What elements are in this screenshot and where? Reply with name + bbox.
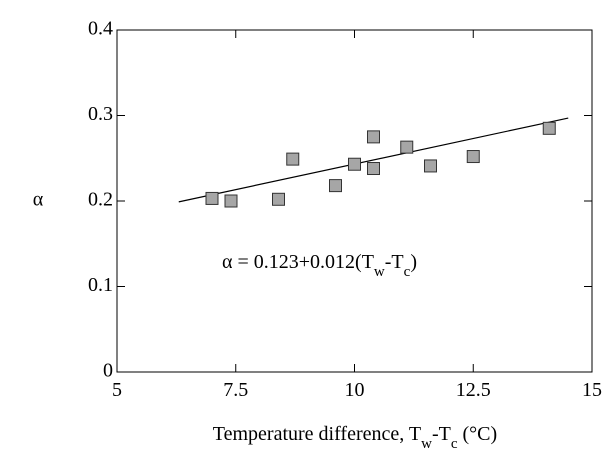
point [466,150,480,164]
label-part: c [404,264,411,280]
label-part: -T [432,423,451,445]
x-axis-label: Temperature difference, Tw-Tc (°C) [213,423,497,452]
point [272,192,285,206]
point [348,157,361,171]
label-part: ) [410,251,417,273]
x-tick-label: 15 [582,379,602,401]
x-tick-label: 7.5 [223,379,248,401]
fit-line [178,117,569,203]
label-part: Temperature difference, T [213,423,421,445]
point [205,191,219,205]
point [400,140,414,154]
x-tick-label: 12.5 [456,379,491,401]
annotation: α = 0.123+0.012(Tw-Tc) [222,251,417,280]
y-axis-label: α [33,189,44,211]
x-tick-label: 5 [112,379,122,401]
point [542,121,556,135]
point [286,152,300,166]
point [329,179,342,193]
y-tick-label: 0.4 [88,18,113,40]
label-part: -T [385,251,404,273]
point [424,159,437,173]
y-tick-label: 0.2 [88,189,113,211]
y-tick-label: 0.1 [88,274,113,296]
plot-frame [116,29,593,373]
point [224,194,238,208]
label-part: (°C) [458,423,498,445]
y-tick-label: 0.3 [88,103,113,125]
label-part: c [451,436,458,452]
point [367,130,380,144]
label-part: w [374,264,385,280]
x-tick-label: 10 [345,379,365,401]
y-tick-label: 0 [103,360,113,382]
point [367,162,380,176]
label-part: w [421,436,432,452]
label-part: α = 0.123+0.012(T [222,251,374,273]
